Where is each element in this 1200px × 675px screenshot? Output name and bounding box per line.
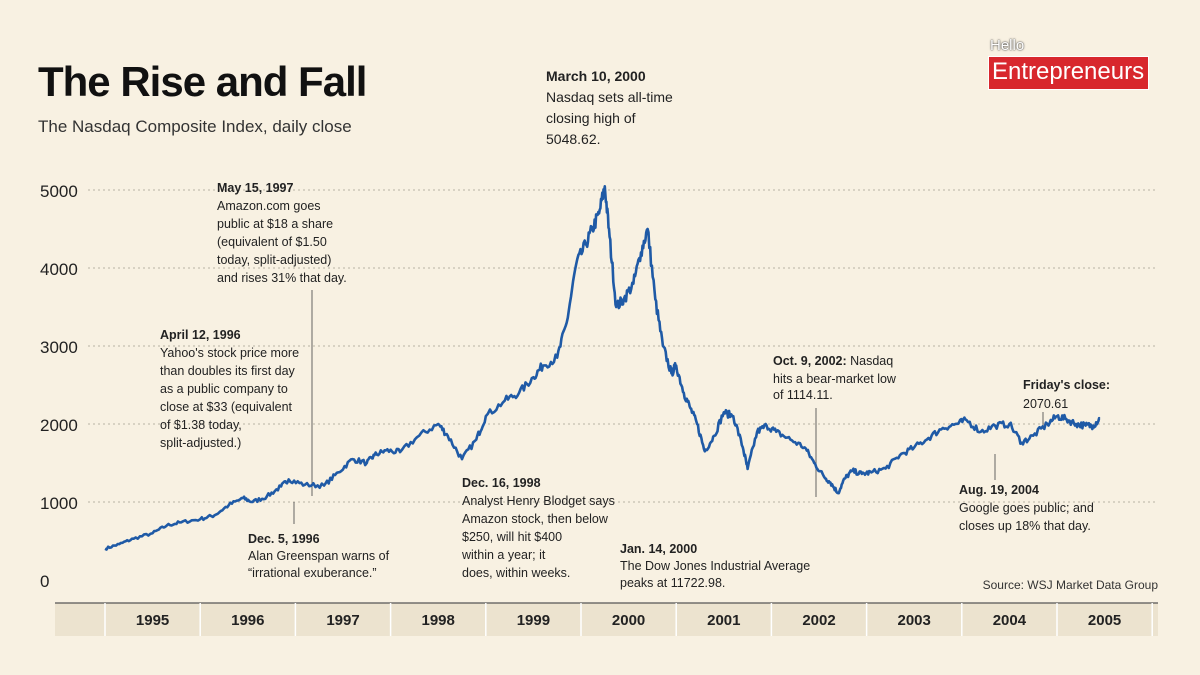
annotation-date: April 12, 1996 <box>160 328 241 342</box>
annotation-oct-2002: Oct. 9, 2002: Nasdaq hits a bear-market l… <box>773 354 897 402</box>
annotation-date: May 15, 1997 <box>217 181 293 195</box>
x-tick-label: 1996 <box>231 612 264 629</box>
annotation-dec-1998: Dec. 16, 1998 Analyst Henry Blodget says A… <box>461 476 615 580</box>
annotation-text: Analyst Henry Blodget says <box>462 494 615 508</box>
x-tick-label: 2002 <box>802 612 835 629</box>
annotation-march-2000: March 10, 2000 Nasdaq sets all-time closin… <box>546 68 673 147</box>
annotation-date: March 10, 2000 <box>546 68 646 84</box>
y-tick-label: 0 <box>40 572 49 591</box>
annotation-date: Dec. 16, 1998 <box>462 476 541 490</box>
annotation-date: Oct. 9, 2002: Nasdaq <box>773 354 893 368</box>
y-tick-label: 5000 <box>40 182 78 201</box>
annotation-text: Amazon stock, then below <box>462 512 609 526</box>
annotation-text: and rises 31% that day. <box>217 271 347 285</box>
x-tick-label: 1995 <box>136 612 169 629</box>
annotation-text: of 1114.11. <box>773 388 833 402</box>
annotation-text: close at $33 (equivalent <box>160 400 293 414</box>
annotation-text: Amazon.com goes <box>217 199 321 213</box>
y-tick-label: 2000 <box>40 416 78 435</box>
annotation-text: than doubles its first day <box>160 364 296 378</box>
annotation-aug-2004: Aug. 19, 2004 Google goes public; and clos… <box>959 483 1094 533</box>
x-tick-label: 2000 <box>612 612 645 629</box>
annotation-text: Yahoo's stock price more <box>160 346 299 360</box>
x-axis: 1995 1996 1997 1998 1999 2000 2001 2002 2003 2004… <box>55 602 1158 636</box>
annotation-leaders <box>293 290 1044 524</box>
annotation-text: does, within weeks. <box>462 566 570 580</box>
series-line-nasdaq <box>104 185 1101 551</box>
y-tick-label: 1000 <box>40 494 78 513</box>
annotation-friday-close: Friday's close: 2070.61 <box>1023 378 1110 411</box>
annotation-dec-1996: Dec. 5, 1996 Alan Greenspan warns of “irra… <box>248 532 390 580</box>
x-tick-label: 2003 <box>898 612 931 629</box>
x-tick-label: 2001 <box>707 612 740 629</box>
chart-subtitle: The Nasdaq Composite Index, daily close <box>38 117 352 136</box>
x-tick-label: 2005 <box>1088 612 1121 629</box>
annotation-text: 5048.62. <box>546 131 601 147</box>
annotation-text: closing high of <box>546 110 636 126</box>
brand-name: Entrepreneurs <box>988 56 1150 90</box>
x-tick-label: 1997 <box>326 612 359 629</box>
annotation-text: “irrational exuberance.” <box>248 566 377 580</box>
y-tick-label: 3000 <box>40 338 78 357</box>
annotation-text: Google goes public; and <box>959 501 1094 515</box>
annotation-date: Dec. 5, 1996 <box>248 532 320 546</box>
annotation-text: today, split-adjusted) <box>217 253 331 267</box>
annotation-text: hits a bear-market low <box>773 372 897 386</box>
grid-lines <box>88 189 1158 503</box>
y-axis: 0 1000 2000 3000 4000 5000 <box>40 182 78 591</box>
annotation-text: Alan Greenspan warns of <box>248 549 390 563</box>
x-axis-band <box>55 603 1158 636</box>
annotation-text: split-adjusted.) <box>160 436 241 450</box>
annotation-text: closes up 18% that day. <box>959 519 1091 533</box>
annotation-text: public at $18 a share <box>217 217 333 231</box>
x-tick-label: 2004 <box>993 612 1027 629</box>
annotation-april-1996: April 12, 1996 Yahoo's stock price more th… <box>160 328 299 450</box>
annotation-text: (equivalent of $1.50 <box>217 235 327 249</box>
x-tick-label: 1999 <box>517 612 550 629</box>
annotation-may-1997: May 15, 1997 Amazon.com goes public at $18… <box>217 181 347 285</box>
annotation-date: Jan. 14, 2000 <box>620 542 697 556</box>
annotation-text: Nasdaq sets all-time <box>546 89 673 105</box>
annotation-text: 2070.61 <box>1023 397 1068 411</box>
annotation-text: peaks at 11722.98. <box>620 576 725 590</box>
y-tick-label: 4000 <box>40 260 78 279</box>
source-note: Source: WSJ Market Data Group <box>983 578 1159 592</box>
brand-logo: Hello Entrepreneurs <box>988 37 1150 90</box>
brand-hello: Hello <box>990 37 1025 54</box>
annotation-date: Aug. 19, 2004 <box>959 483 1039 497</box>
annotation-jan-2000: Jan. 14, 2000 The Dow Jones Industrial Av… <box>620 542 810 590</box>
chart-title: The Rise and Fall <box>38 58 367 105</box>
annotation-text: as a public company to <box>160 382 288 396</box>
annotation-text: $250, will hit $400 <box>462 530 562 544</box>
annotation-date: Friday's close: <box>1023 378 1110 392</box>
annotation-text: of $1.38 today, <box>160 418 242 432</box>
annotation-text: The Dow Jones Industrial Average <box>620 559 810 573</box>
x-tick-label: 1998 <box>422 612 455 629</box>
annotations: March 10, 2000 Nasdaq sets all-time closin… <box>160 68 1110 590</box>
annotation-text: within a year; it <box>461 548 546 562</box>
